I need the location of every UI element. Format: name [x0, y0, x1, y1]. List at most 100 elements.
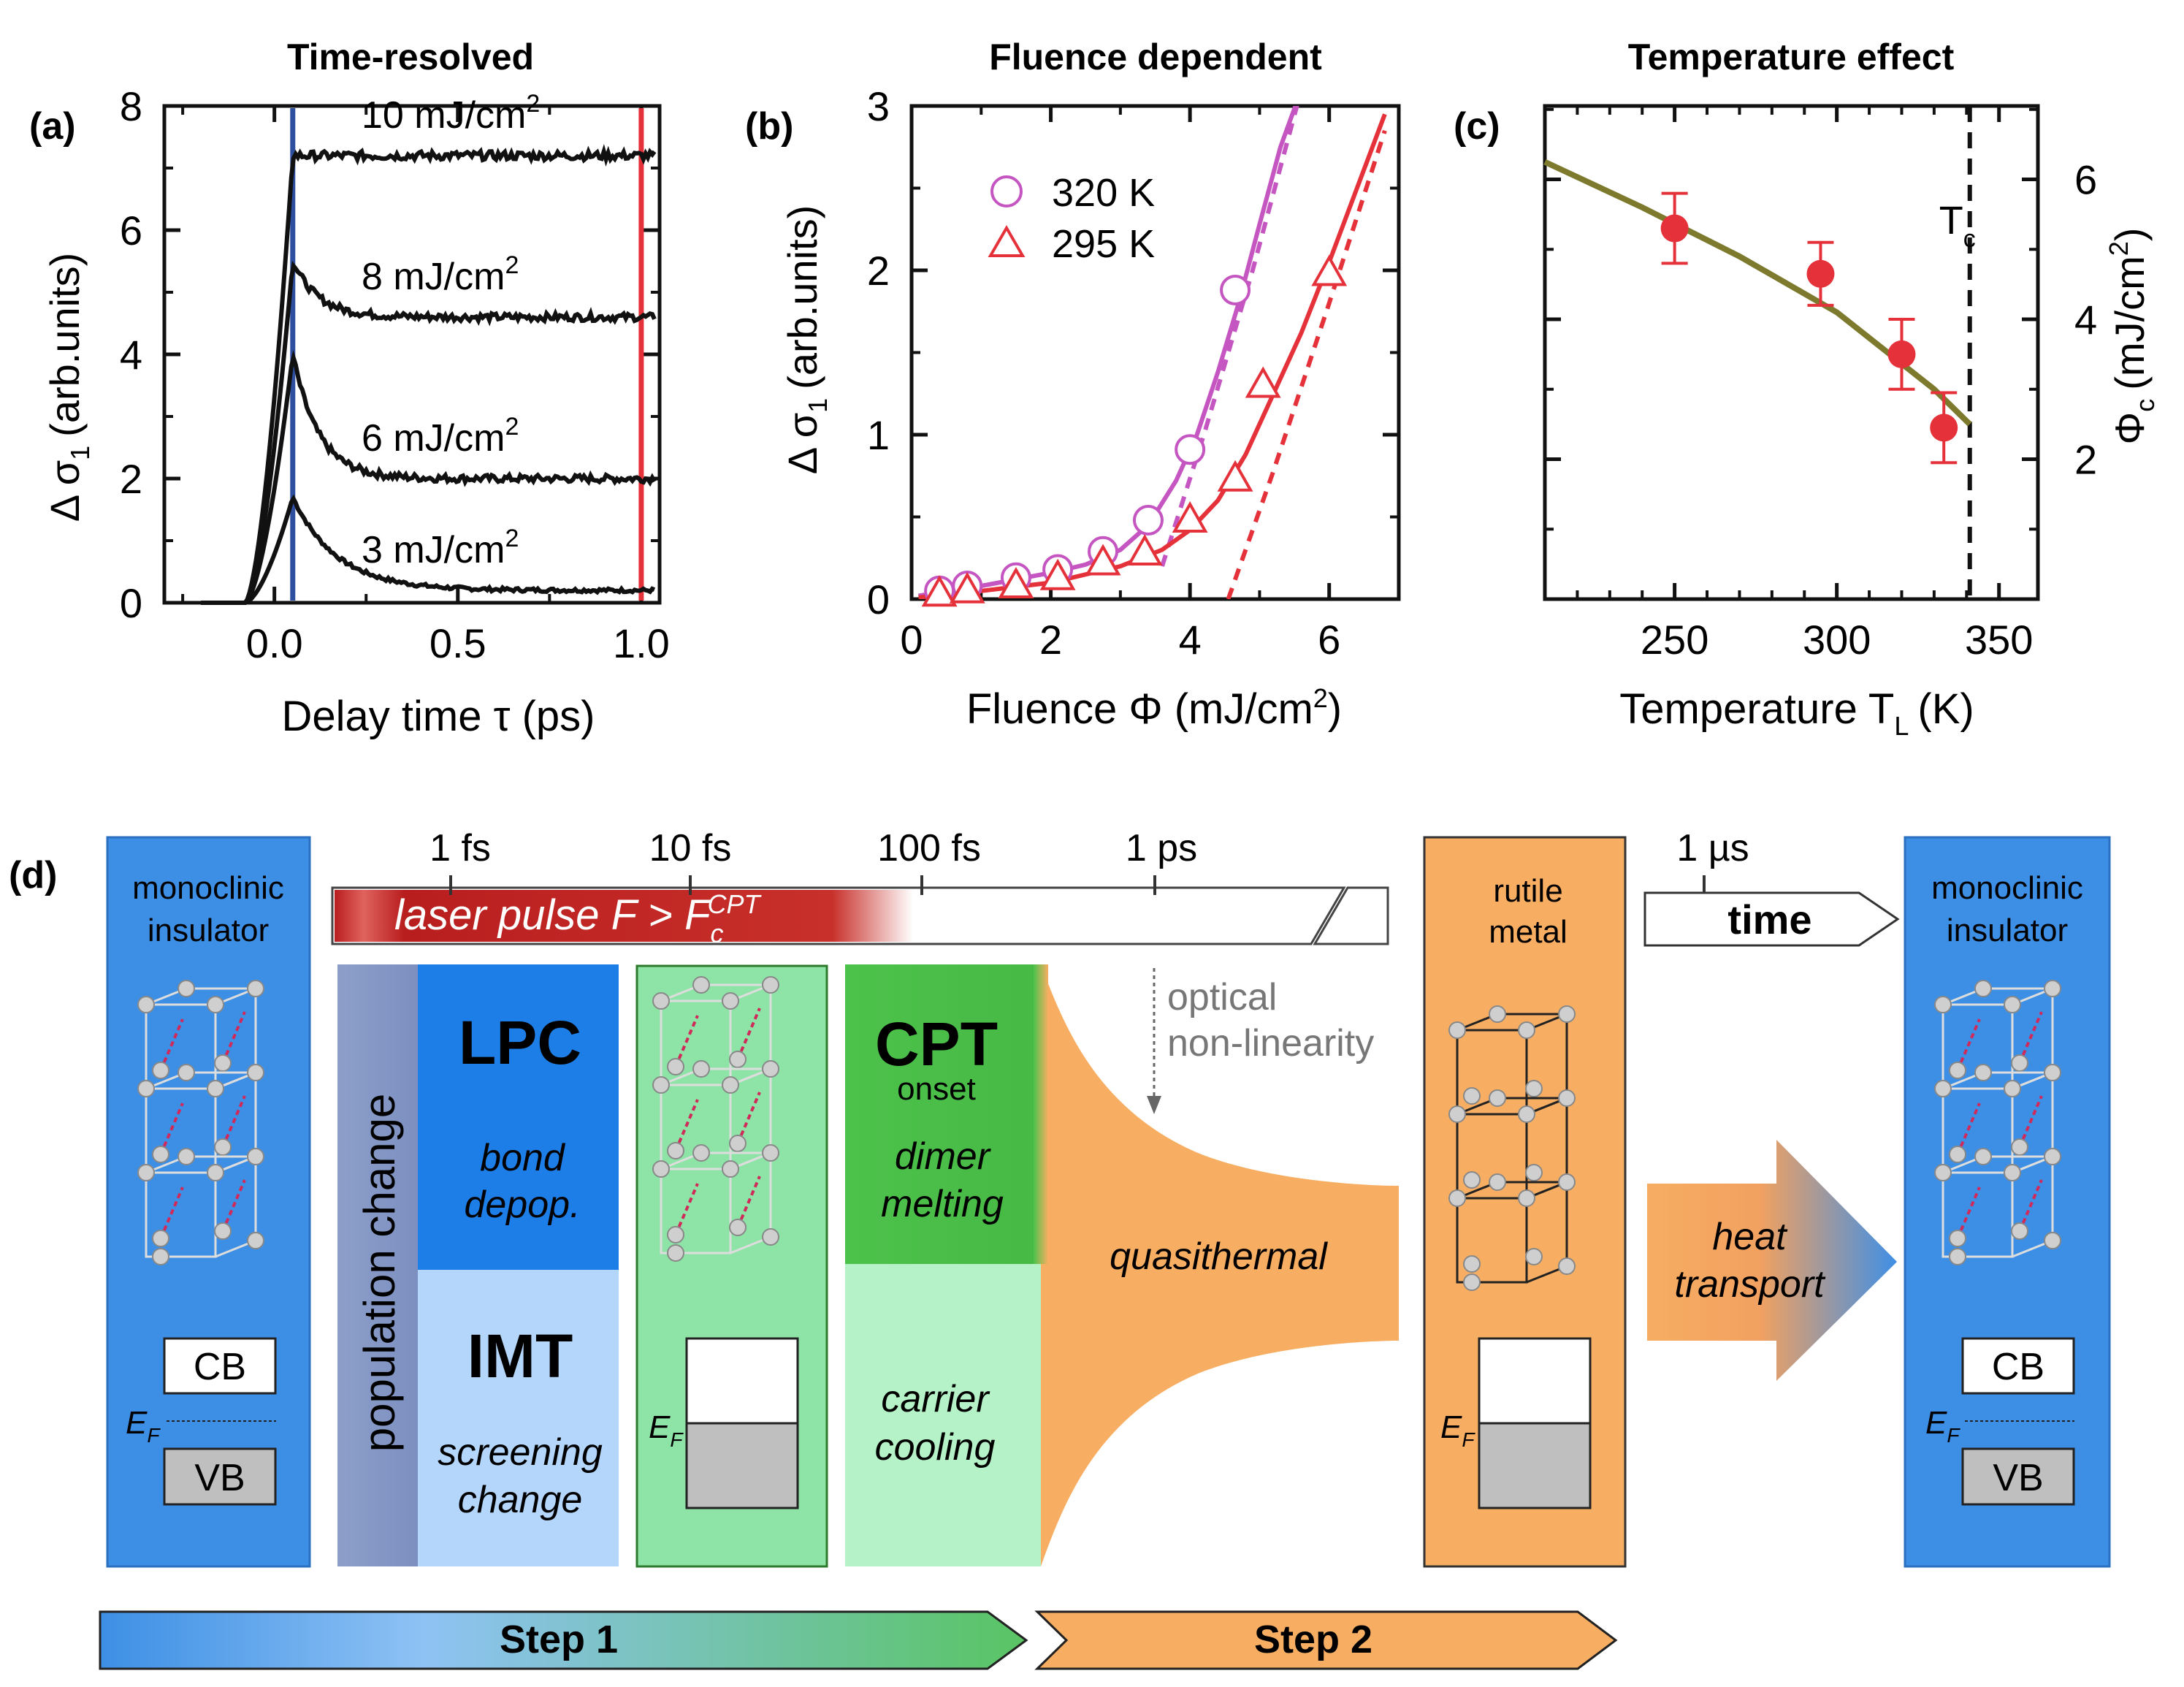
fit-line [918, 106, 1298, 598]
atom [1974, 980, 1992, 997]
atom [1525, 1248, 1543, 1265]
atom [652, 1076, 670, 1094]
atom [1463, 1255, 1481, 1273]
time-axis: 1 fs 10 fs 100 fs 1 ps 1 µs laser pulse … [331, 827, 1900, 948]
tc-label-sub: c [1963, 225, 1976, 253]
data-point [1806, 259, 1835, 288]
legend-label-320k: 320 K [1052, 171, 1155, 215]
optical-line2: non-linearity [1167, 1022, 1374, 1065]
y-tick-label: 4 [120, 332, 142, 378]
atom [762, 1228, 779, 1246]
atom [762, 1060, 779, 1078]
data-point [921, 575, 958, 607]
series-label: 10 mJ/cm2 [362, 90, 540, 137]
data-point [1220, 275, 1251, 305]
y-tick-label: 8 [120, 83, 142, 129]
atom [1525, 1080, 1543, 1097]
population-change-label: population change [355, 1094, 404, 1452]
atom [729, 1051, 747, 1068]
series-line [201, 349, 657, 605]
atom [1518, 1021, 1535, 1039]
series-label-sup: 2 [505, 525, 519, 552]
atom [152, 1146, 169, 1163]
time-tick-1ps: 1 ps [1126, 827, 1197, 869]
cpt-line2: melting [881, 1183, 1004, 1225]
left-insulator-line2: insulator [148, 913, 269, 948]
dimer-bond [159, 1187, 184, 1239]
panel-c-ylabel-right: Φc (mJ/cm2) [2104, 228, 2160, 445]
atom [152, 1248, 169, 1265]
atom [207, 996, 224, 1013]
x-tick-label: 0.5 [429, 620, 486, 666]
panel-c-xlabel: Temperature TL (K) [1619, 685, 1974, 741]
atom [667, 1226, 684, 1244]
rutile-ef-label: EF [1440, 1409, 1475, 1451]
step2-label: Step 2 [1254, 1618, 1372, 1661]
atom [722, 1160, 739, 1178]
atom [137, 1164, 155, 1181]
rutile-ef-text: E [1440, 1409, 1462, 1445]
atom [1949, 1146, 1966, 1163]
atom [692, 1060, 710, 1078]
y-tick-label: 2 [867, 248, 890, 294]
laser-sub: c [711, 918, 724, 948]
panel-c-ylabel-main: Φ [2107, 412, 2153, 445]
atom [1974, 1064, 1992, 1081]
series-label: 6 mJ/cm2 [362, 413, 519, 460]
dimer-bond [674, 1015, 699, 1067]
series-label-name: 10 mJ/cm [362, 94, 526, 137]
atom [247, 1148, 264, 1165]
carrier-line1: carrier [881, 1378, 990, 1420]
laser-text: laser pulse F > F [394, 891, 713, 939]
atom [1489, 1089, 1506, 1107]
panel-d-label: (d) [9, 854, 57, 896]
left-insulator-block: monoclinic insulator CB EF VB [106, 836, 311, 1568]
fit-curve [1543, 159, 1972, 427]
atom [2044, 980, 2061, 997]
atom [247, 980, 264, 997]
plot-frame [1543, 104, 2040, 601]
atom [247, 1232, 264, 1249]
panel-c: Temperature effect (c) 250 300 350 2 4 6 Tc Te… [1454, 37, 2160, 741]
atom [2004, 1164, 2021, 1181]
right-vb-label: VB [1993, 1457, 2043, 1499]
rutile-line1: rutile [1493, 873, 1562, 909]
atom [2004, 996, 2021, 1013]
imt-line2: change [458, 1479, 583, 1521]
y-tick-label: 0 [120, 580, 142, 626]
atom [137, 1080, 155, 1097]
panel-b-label: (b) [745, 105, 793, 148]
dimer-bond [221, 1095, 246, 1148]
linear-extrapolation [1160, 106, 1299, 567]
time-bar-break [1313, 886, 1389, 945]
dimer-bond [674, 1099, 699, 1151]
right-ef-sub: F [1947, 1424, 1960, 1447]
tc-label: Tc [1939, 199, 1976, 253]
lattice-monoclinic-right [1934, 980, 2061, 1265]
atom [2004, 1080, 2021, 1097]
cpt-box [845, 964, 1041, 1264]
y-tick-label: 2 [120, 456, 142, 502]
step2-arrow [1034, 1610, 1618, 1670]
data-point [1660, 214, 1689, 243]
atom [762, 1144, 779, 1162]
atom [1934, 996, 1952, 1013]
atom [2044, 1232, 2061, 1249]
data-point [1175, 434, 1206, 465]
linear-extrapolation [1226, 129, 1387, 599]
panel-c-ylabel-unit: (mJ/cm [2107, 256, 2153, 390]
cpt-line1: dimer [895, 1135, 992, 1178]
y-tick-label: 3 [867, 83, 890, 129]
mid-ef-text: E [649, 1409, 671, 1445]
atom [207, 1080, 224, 1097]
panel-b-title: Fluence dependent [989, 37, 1322, 77]
atom [1974, 1148, 1992, 1165]
dimer-bond [2018, 1179, 2043, 1232]
dimer-bond [159, 1018, 184, 1071]
data-point [1085, 544, 1121, 576]
data-point [1217, 460, 1253, 492]
panel-c-ylabel-sub: c [2130, 399, 2160, 412]
atom [1558, 1173, 1576, 1191]
